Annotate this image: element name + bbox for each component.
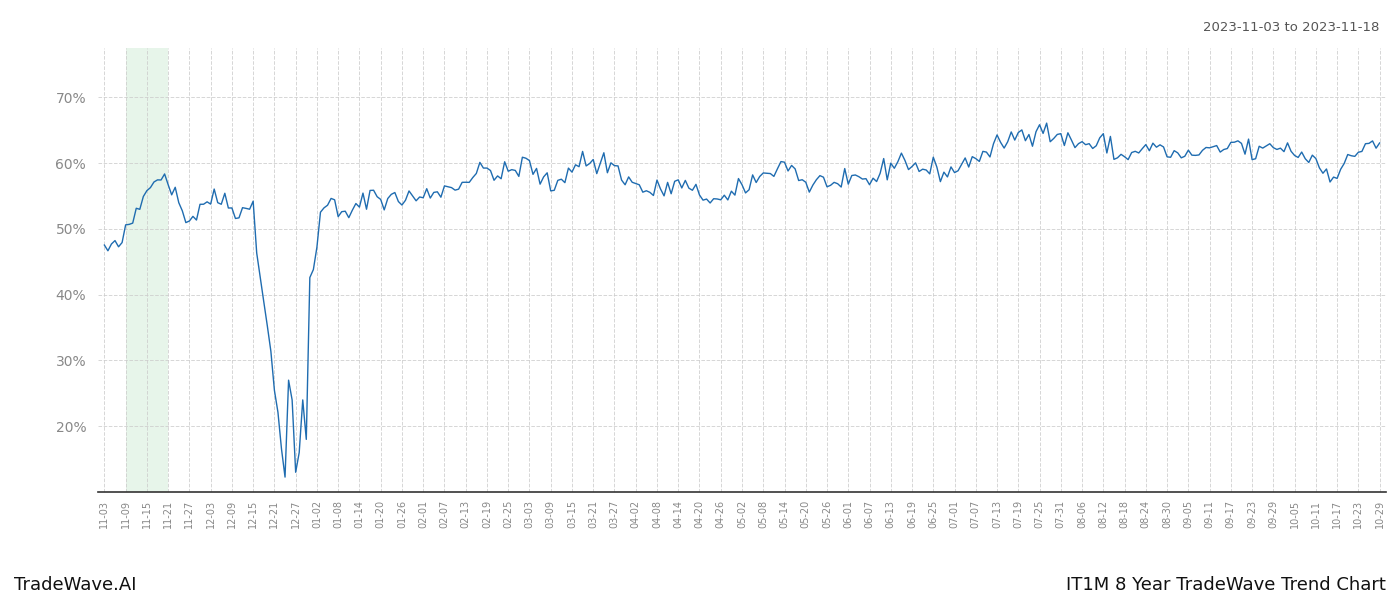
- Text: TradeWave.AI: TradeWave.AI: [14, 576, 137, 594]
- Text: IT1M 8 Year TradeWave Trend Chart: IT1M 8 Year TradeWave Trend Chart: [1067, 576, 1386, 594]
- Text: 2023-11-03 to 2023-11-18: 2023-11-03 to 2023-11-18: [1203, 21, 1379, 34]
- Bar: [126, 48, 168, 492]
